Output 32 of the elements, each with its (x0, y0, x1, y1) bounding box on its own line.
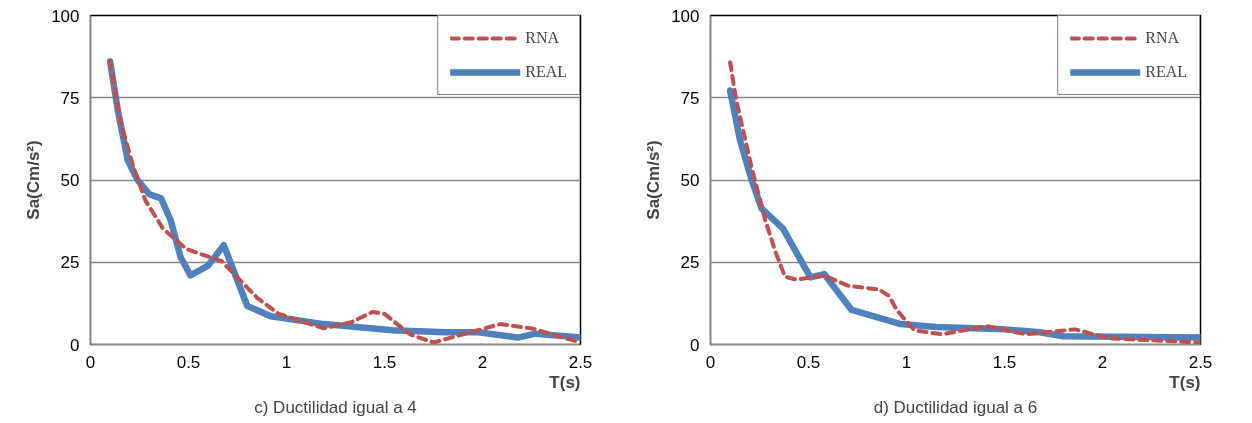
y-tick-label: 50 (680, 171, 700, 190)
legend-label: RNA (1145, 29, 1179, 47)
legend-label: REAL (525, 63, 567, 81)
y-tick-label: 50 (60, 171, 80, 190)
y-tick-label: 25 (60, 253, 80, 273)
x-tick-label: 2 (477, 352, 488, 372)
y-tick-label: 75 (60, 88, 80, 108)
x-tick-label: 0 (705, 352, 716, 372)
legend-label: REAL (1145, 63, 1187, 81)
x-tick-label: 2 (1097, 352, 1108, 372)
y-axis-title: Sa(Cm/s²) (24, 140, 44, 220)
x-tick-label: 2.5 (568, 352, 593, 372)
legend-label: RNA (525, 29, 559, 47)
y-tick-label: 75 (680, 88, 700, 108)
y-tick-label: 100 (51, 6, 80, 26)
y-tick-label: 100 (671, 6, 700, 26)
x-tick-label: 2.5 (1188, 352, 1213, 372)
x-tick-label: 1 (901, 352, 912, 372)
y-tick-label: 0 (690, 335, 700, 355)
text: d) Ductilidad igual a 6 (873, 397, 1038, 417)
text: c) Ductilidad igual a 4 (254, 397, 417, 417)
x-tick-label: 0.5 (176, 352, 201, 372)
x-tick-label: 1 (281, 352, 292, 372)
x-axis-title: T(s) (549, 372, 581, 392)
y-tick-label: 0 (70, 335, 80, 355)
x-tick-label: 1.5 (372, 352, 397, 372)
y-tick-label: 25 (680, 253, 700, 273)
x-axis-title: T(s) (1169, 372, 1201, 392)
x-tick-label: 0.5 (796, 352, 821, 372)
y-axis-title: Sa(Cm/s²) (644, 140, 664, 220)
x-tick-label: 0 (85, 352, 96, 372)
x-tick-label: 1.5 (992, 352, 1017, 372)
